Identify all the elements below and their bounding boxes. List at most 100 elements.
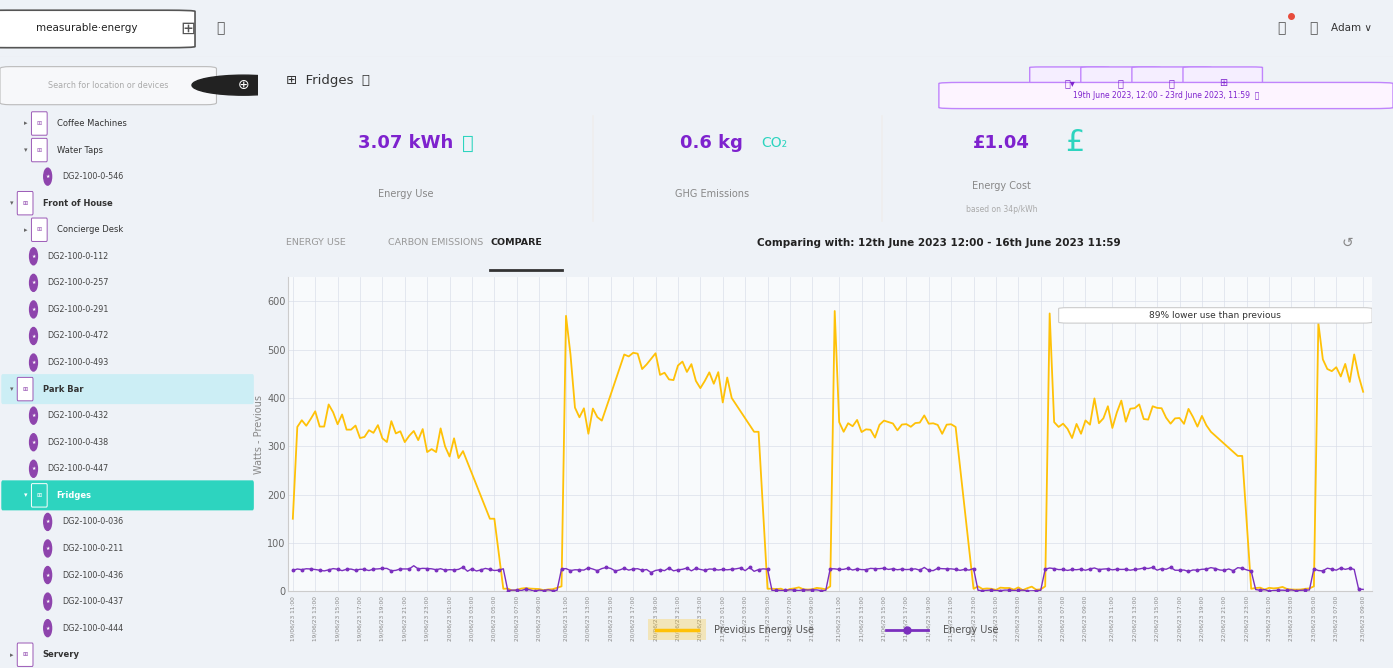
Text: DG2-100-0-493: DG2-100-0-493: [47, 358, 109, 367]
Text: ⊕: ⊕: [238, 78, 249, 92]
Text: ★: ★: [31, 360, 36, 365]
Text: ⊞: ⊞: [36, 227, 42, 232]
Text: GHG Emissions: GHG Emissions: [674, 190, 749, 199]
Circle shape: [29, 275, 38, 291]
FancyBboxPatch shape: [1029, 67, 1109, 100]
FancyBboxPatch shape: [1081, 67, 1160, 100]
FancyBboxPatch shape: [17, 643, 33, 667]
Text: Previous Energy Use: Previous Energy Use: [713, 625, 814, 635]
FancyBboxPatch shape: [32, 138, 47, 162]
Text: ⊞: ⊞: [1219, 79, 1227, 88]
Circle shape: [43, 620, 52, 637]
Text: ★: ★: [46, 520, 50, 524]
Text: COMPARE: COMPARE: [490, 238, 542, 247]
Text: DG2-100-0-432: DG2-100-0-432: [47, 411, 109, 420]
Text: Adam ∨: Adam ∨: [1330, 23, 1372, 33]
Text: ★: ★: [46, 546, 50, 551]
Text: ⊞: ⊞: [22, 200, 28, 206]
Text: DG2-100-0-438: DG2-100-0-438: [47, 438, 109, 447]
Text: 👥: 👥: [1117, 79, 1124, 88]
Text: 89% lower use than previous: 89% lower use than previous: [1149, 311, 1282, 320]
Text: £: £: [1066, 128, 1085, 158]
Text: ⊞: ⊞: [36, 493, 42, 498]
Text: ⊞: ⊞: [22, 387, 28, 391]
Text: £1.04: £1.04: [972, 134, 1029, 152]
Circle shape: [29, 354, 38, 371]
Text: Energy Use: Energy Use: [378, 190, 433, 199]
FancyBboxPatch shape: [649, 619, 706, 641]
Text: Comparing with: 12th June 2023 12:00 - 16th June 2023 11:59: Comparing with: 12th June 2023 12:00 - 1…: [758, 238, 1121, 248]
Text: Fridges: Fridges: [57, 491, 92, 500]
Circle shape: [192, 75, 295, 96]
Circle shape: [43, 540, 52, 557]
Circle shape: [43, 168, 52, 185]
Text: Search for location or devices: Search for location or devices: [47, 81, 169, 90]
Text: ★: ★: [31, 333, 36, 339]
FancyBboxPatch shape: [32, 484, 47, 507]
Text: DG2-100-0-036: DG2-100-0-036: [61, 518, 123, 526]
Text: Energy Use: Energy Use: [943, 625, 999, 635]
Text: ⊞: ⊞: [36, 148, 42, 152]
Text: ⊞: ⊞: [22, 652, 28, 657]
Text: ▾: ▾: [25, 492, 28, 498]
Text: ★: ★: [31, 413, 36, 418]
Text: Coffee Machines: Coffee Machines: [57, 119, 127, 128]
FancyBboxPatch shape: [32, 218, 47, 241]
Text: ▸: ▸: [25, 120, 28, 126]
Text: Water Taps: Water Taps: [57, 146, 103, 154]
FancyBboxPatch shape: [17, 192, 33, 215]
Text: based on 34p/kWh: based on 34p/kWh: [965, 205, 1036, 214]
Circle shape: [29, 301, 38, 318]
Text: DG2-100-0-447: DG2-100-0-447: [47, 464, 109, 474]
Text: 🔔: 🔔: [1277, 21, 1286, 35]
Text: DG2-100-0-546: DG2-100-0-546: [61, 172, 123, 181]
FancyBboxPatch shape: [32, 112, 47, 135]
Circle shape: [29, 460, 38, 478]
Text: ▾: ▾: [25, 147, 28, 153]
Text: 🔍: 🔍: [216, 80, 221, 90]
Text: ↺: ↺: [1341, 236, 1354, 250]
FancyBboxPatch shape: [1, 480, 254, 510]
Text: CO₂: CO₂: [761, 136, 787, 150]
Text: ★: ★: [31, 440, 36, 445]
Circle shape: [29, 327, 38, 345]
Text: ▸: ▸: [10, 652, 14, 658]
Circle shape: [43, 593, 52, 610]
Text: DG2-100-0-291: DG2-100-0-291: [47, 305, 109, 314]
Text: DG2-100-0-211: DG2-100-0-211: [61, 544, 123, 553]
FancyBboxPatch shape: [1133, 67, 1212, 100]
FancyBboxPatch shape: [1059, 308, 1372, 323]
Text: Front of House: Front of House: [43, 198, 113, 208]
Text: CARBON EMISSIONS: CARBON EMISSIONS: [389, 238, 483, 247]
Text: ⊞: ⊞: [181, 19, 195, 37]
Text: ▾: ▾: [10, 386, 14, 392]
Circle shape: [29, 407, 38, 424]
Y-axis label: Watts - Previous: Watts - Previous: [255, 395, 265, 474]
Text: DG2-100-0-112: DG2-100-0-112: [47, 252, 109, 261]
Text: Servery: Servery: [43, 650, 79, 659]
Text: DG2-100-0-444: DG2-100-0-444: [61, 624, 123, 633]
Circle shape: [29, 248, 38, 265]
Text: Energy Cost: Energy Cost: [972, 181, 1031, 191]
FancyBboxPatch shape: [0, 10, 195, 47]
Text: 3.07 kWh: 3.07 kWh: [358, 134, 453, 152]
Text: DG2-100-0-257: DG2-100-0-257: [47, 279, 109, 287]
Text: ▸: ▸: [25, 226, 28, 232]
Text: DG2-100-0-437: DG2-100-0-437: [61, 597, 123, 606]
Text: ⊞: ⊞: [36, 121, 42, 126]
Text: DG2-100-0-436: DG2-100-0-436: [61, 570, 123, 580]
Text: ★: ★: [31, 281, 36, 285]
Circle shape: [29, 434, 38, 451]
Circle shape: [43, 514, 52, 530]
Text: ★: ★: [46, 599, 50, 604]
Text: Concierge Desk: Concierge Desk: [57, 225, 123, 234]
Text: DG2-100-0-472: DG2-100-0-472: [47, 331, 109, 341]
Text: ★: ★: [46, 174, 50, 179]
Text: 0.6 kg: 0.6 kg: [680, 134, 744, 152]
Circle shape: [43, 566, 52, 584]
Text: ★: ★: [31, 307, 36, 312]
Text: ★: ★: [46, 572, 50, 578]
Text: 19th June 2023, 12:00 - 23rd June 2023, 11:59  ⓘ: 19th June 2023, 12:00 - 23rd June 2023, …: [1073, 91, 1259, 100]
Text: 📅: 📅: [1169, 79, 1174, 88]
FancyBboxPatch shape: [0, 67, 216, 105]
